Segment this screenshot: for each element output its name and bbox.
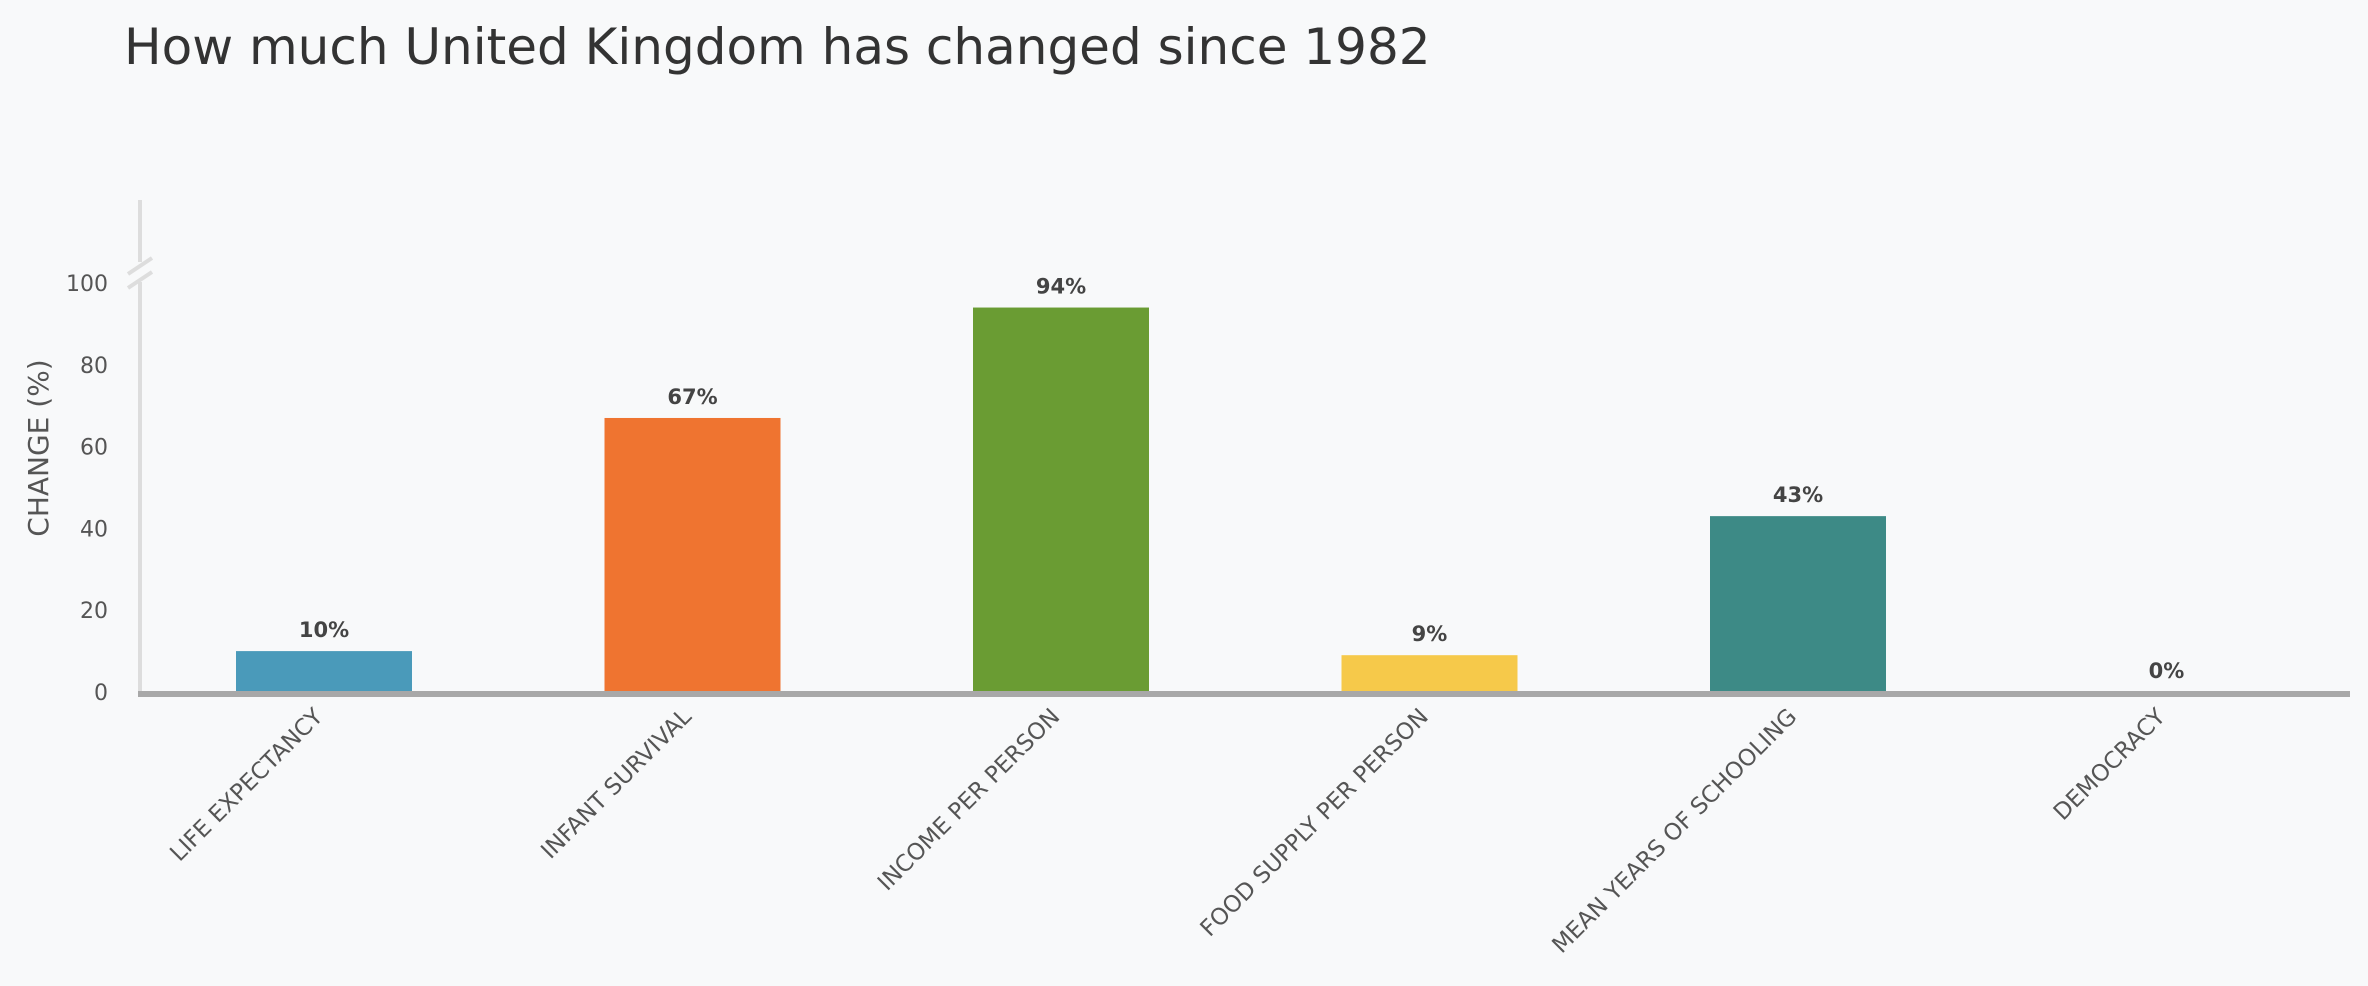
axis-break-mark-2 — [126, 270, 154, 290]
bar — [604, 417, 781, 692]
y-tick-label: 40 — [80, 517, 108, 542]
data-labels-group: 10% 67% 94% 9% 43% 0% — [299, 275, 2184, 683]
bar — [1341, 655, 1518, 692]
bar — [1710, 516, 1886, 692]
y-axis: 0 20 40 60 80 100 — [66, 200, 154, 706]
data-label: 43% — [1773, 483, 1823, 507]
y-axis-title: CHANGE (%) — [22, 359, 55, 536]
category-label: DEMOCRACY — [2049, 703, 2172, 826]
category-labels-group: LIFE EXPECTANCY INFANT SURVIVAL INCOME PER… — [165, 703, 2171, 958]
data-label: 67% — [667, 385, 717, 409]
category-label: FOOD SUPPLY PER PERSON — [1196, 704, 1434, 942]
bars-group — [236, 307, 1886, 692]
chart-title: How much United Kingdom has changed sinc… — [124, 18, 1431, 76]
y-tick-label: 100 — [66, 272, 108, 297]
y-tick-label: 60 — [80, 436, 108, 461]
category-label: INFANT SURVIVAL — [536, 704, 697, 865]
bar — [973, 307, 1149, 692]
category-label: INCOME PER PERSON — [873, 704, 1065, 896]
bar — [236, 651, 412, 692]
data-label: 0% — [2149, 659, 2185, 683]
category-label: LIFE EXPECTANCY — [165, 703, 329, 867]
axis-break-mark-1 — [126, 256, 154, 276]
y-tick-label: 20 — [80, 599, 108, 624]
category-label: MEAN YEARS OF SCHOOLING — [1547, 704, 1802, 959]
data-label: 94% — [1036, 275, 1086, 299]
data-label: 10% — [299, 618, 349, 642]
data-label: 9% — [1412, 622, 1448, 646]
y-tick-label: 0 — [94, 681, 108, 706]
y-tick-label: 80 — [80, 354, 108, 379]
